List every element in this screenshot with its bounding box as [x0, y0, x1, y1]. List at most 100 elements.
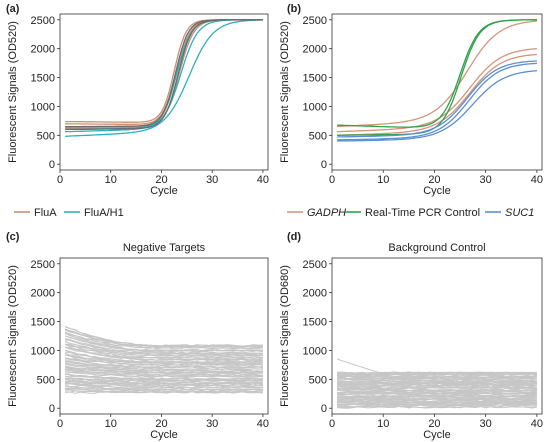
plot-area [64, 325, 264, 394]
x-tick-label: 10 [105, 418, 117, 430]
y-axis-label: Fluorescent Signals (OD520) [7, 21, 19, 163]
x-tick-label: 40 [257, 418, 269, 430]
panel-3: (c) Negative Targets 0 10 20 30 40 0 500 1000 1500… [6, 231, 269, 441]
panel-title: Negative Targets [123, 242, 206, 254]
series-line [65, 19, 263, 137]
series-line [337, 376, 537, 379]
series-line [65, 387, 263, 392]
series-line [65, 383, 263, 389]
x-tick-label: 0 [329, 174, 335, 186]
series-line [64, 341, 263, 357]
series-line [64, 350, 263, 363]
series-line [65, 19, 263, 131]
y-axis-label: Fluorescent Signals (OD680) [279, 265, 291, 407]
legend: GADPH Real-Time PCR Control SUC1 [287, 207, 534, 219]
series-line [337, 403, 537, 406]
series-line [337, 394, 537, 398]
y-tick-label: 1000 [303, 101, 327, 113]
y-tick-label: 1000 [31, 345, 55, 357]
legend-label: Real-Time PCR Control [365, 207, 480, 219]
series-line [64, 373, 263, 382]
series-line [65, 346, 263, 360]
series-line [65, 19, 263, 125]
y-tick-label: 2000 [31, 288, 55, 300]
series-line [65, 354, 263, 366]
series-line [337, 376, 537, 380]
plot-frame [331, 13, 543, 171]
y-tick-label: 0 [49, 403, 55, 415]
panel-4: (d) Background Control 0 10 20 30 40 0 500 1000 15… [279, 231, 543, 441]
legend-label: FluA/H1 [84, 207, 124, 219]
x-tick-label: 20 [428, 418, 440, 430]
series-line [64, 338, 263, 354]
series-line [64, 341, 263, 356]
y-axis-label: Fluorescent Signals (OD520) [279, 21, 291, 163]
legend-label: GADPH [307, 207, 346, 219]
series-line [337, 20, 537, 128]
panel-2: (b) 0 10 20 30 40 0 500 1000 1500 2000 2500 Cycle Flu… [279, 3, 543, 219]
series-line [65, 365, 264, 374]
series-line [64, 362, 263, 372]
series-line [64, 387, 263, 393]
y-tick-label: 0 [321, 403, 327, 415]
x-axis-label: Cycle [150, 429, 178, 441]
series-line [65, 378, 263, 384]
plot-area [65, 19, 263, 137]
legend-label: FluA [34, 207, 57, 219]
panel-letter: (c) [6, 231, 20, 243]
x-tick-label: 20 [428, 174, 440, 186]
y-tick-label: 2500 [303, 259, 327, 271]
x-tick-label: 40 [531, 174, 543, 186]
series-line [64, 325, 263, 347]
y-tick-label: 1500 [303, 317, 327, 329]
series-line [65, 377, 263, 383]
panel-1: (a) 0 10 20 30 40 0 500 1000 1500 2000 2500 Cycle Flu… [6, 3, 269, 219]
x-axis-label: Cycle [423, 185, 451, 197]
y-tick-label: 0 [49, 159, 55, 171]
x-tick-label: 30 [480, 418, 492, 430]
series-line [65, 373, 263, 380]
series-line [337, 60, 537, 138]
y-tick-label: 2500 [31, 259, 55, 271]
series-line [337, 399, 537, 403]
series-line [65, 385, 263, 391]
series-line [337, 404, 537, 408]
legend-label: SUC1 [505, 207, 534, 219]
series-line [65, 19, 263, 133]
y-tick-label: 1000 [31, 101, 55, 113]
series-line [64, 329, 263, 348]
x-tick-label: 20 [155, 174, 167, 186]
x-tick-label: 30 [206, 418, 218, 430]
plot-area [337, 19, 537, 142]
x-tick-label: 10 [105, 174, 117, 186]
x-tick-label: 30 [206, 174, 218, 186]
panel-letter: (b) [287, 3, 301, 15]
panel-letter: (d) [287, 231, 301, 243]
series-line [336, 386, 537, 390]
series-line [337, 378, 537, 382]
series-line [65, 19, 263, 123]
series-line [64, 332, 263, 352]
series-line [65, 368, 263, 376]
series-line [337, 19, 537, 128]
series-line [64, 352, 263, 365]
series-line [337, 62, 537, 141]
series-line [337, 387, 537, 392]
y-tick-label: 1500 [31, 73, 55, 85]
series-line [65, 371, 263, 378]
series-line [65, 339, 263, 355]
series-line [337, 396, 537, 401]
plot-frame [331, 257, 543, 415]
y-tick-label: 2000 [303, 288, 327, 300]
y-tick-label: 500 [309, 130, 327, 142]
x-axis-label: Cycle [150, 185, 178, 197]
y-tick-label: 500 [309, 374, 327, 386]
series-line [64, 331, 263, 350]
x-tick-label: 0 [329, 418, 335, 430]
y-tick-label: 2000 [31, 44, 55, 56]
series-line [336, 404, 537, 409]
panel-title: Background Control [388, 242, 485, 254]
plot-frame [59, 257, 269, 415]
x-tick-label: 40 [531, 418, 543, 430]
